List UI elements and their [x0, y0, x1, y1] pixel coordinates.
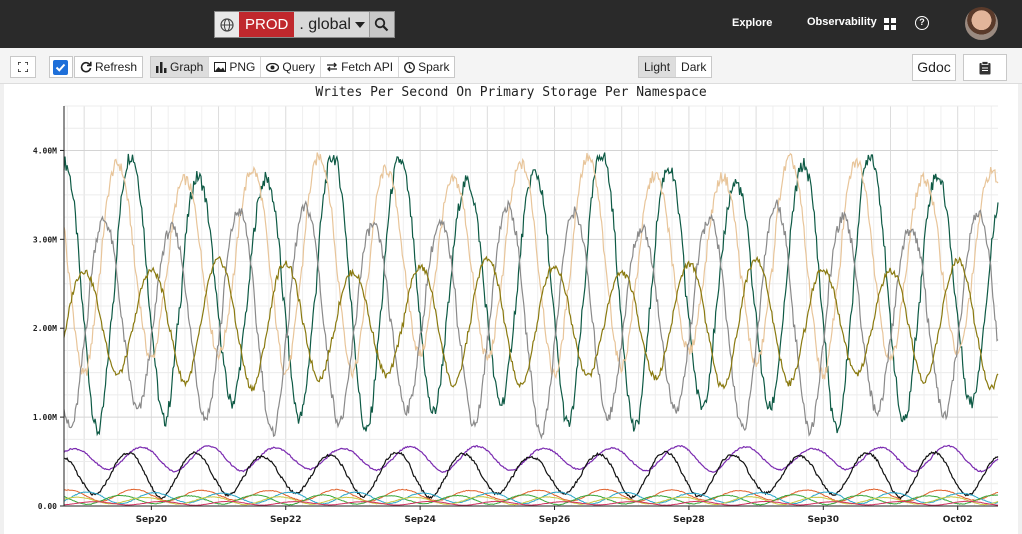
spark-button[interactable]: Spark: [399, 57, 454, 77]
x-tick-label: Sep26: [539, 515, 571, 525]
png-label: PNG: [229, 60, 256, 74]
view-mode-group: Graph PNG Query Fetch API Spark: [150, 56, 456, 78]
gdoc-button[interactable]: Gdoc: [912, 54, 956, 81]
fetch-api-button[interactable]: Fetch API: [321, 57, 400, 77]
fetch-api-label: Fetch API: [341, 60, 394, 74]
series-line-7: [63, 491, 999, 505]
region-label: . global: [299, 15, 351, 33]
nav-observability[interactable]: Observability: [807, 16, 877, 28]
environment-badge[interactable]: PROD: [239, 12, 295, 37]
y-tick-label: 1.00M: [33, 413, 57, 422]
search-icon: [375, 17, 389, 32]
series-line-5: [63, 450, 999, 501]
series-line-1: [63, 152, 999, 380]
dark-theme-button[interactable]: Dark: [681, 60, 707, 74]
series-line-0: [63, 152, 999, 437]
x-tick-label: Sep24: [404, 515, 436, 525]
series-line-2: [63, 199, 999, 440]
help-icon[interactable]: ?: [915, 16, 929, 30]
line-chart[interactable]: 0.00 1.00M 2.00M 3.00M 4.00M Sep20 Sep22 Sep24 S…: [0, 84, 1022, 534]
series-line-6: [63, 488, 999, 503]
light-theme-button[interactable]: Light: [639, 57, 677, 77]
nav-explore[interactable]: Explore: [732, 17, 773, 29]
exchange-icon: [327, 62, 338, 72]
x-tick-label: Sep20: [136, 515, 168, 525]
chart-series: [63, 152, 999, 506]
x-tick-label: Sep30: [808, 515, 840, 525]
chart-title: Writes Per Second On Primary Storage Per…: [315, 85, 707, 100]
graph-toolbar: Refresh Graph PNG Query Fetch API Spark …: [0, 48, 1022, 84]
clock-icon: [404, 61, 416, 73]
fullscreen-button[interactable]: [10, 56, 36, 78]
clipboard-button[interactable]: [963, 54, 1007, 81]
checkmark-icon: [55, 63, 66, 72]
refresh-label: Refresh: [95, 60, 138, 74]
environment-picker[interactable]: PROD . global: [214, 11, 395, 38]
chevron-down-icon: [354, 21, 365, 28]
search-button[interactable]: [368, 12, 394, 37]
x-tick-label: Oct02: [943, 515, 973, 525]
fullscreen-icon: [18, 62, 28, 72]
png-button[interactable]: PNG: [209, 57, 262, 77]
x-tick-label: Sep22: [270, 515, 302, 525]
chart-axes: 0.00 1.00M 2.00M 3.00M 4.00M Sep20 Sep22 Sep24 S…: [33, 106, 998, 525]
image-icon: [214, 62, 227, 72]
grid-icon[interactable]: [884, 18, 896, 30]
series-line-9: [63, 495, 999, 506]
series-line-3: [63, 255, 999, 392]
x-tick-label: Sep28: [673, 515, 705, 525]
bar-chart-icon: [156, 61, 167, 73]
globe-icon: [215, 12, 239, 37]
query-button[interactable]: Query: [261, 57, 322, 77]
y-tick-label: 2.00M: [33, 324, 57, 333]
chart-grid: [64, 105, 998, 507]
theme-toggle-group: Light Dark: [638, 56, 713, 78]
graph-label: Graph: [170, 60, 204, 74]
series-line-8: [64, 494, 999, 506]
refresh-button[interactable]: Refresh: [74, 56, 144, 78]
region-selector[interactable]: . global: [294, 12, 369, 37]
y-tick-label: 0.00: [38, 502, 57, 511]
clipboard-icon: [979, 60, 991, 74]
eye-icon: [266, 62, 280, 72]
chart-panel: [4, 84, 1018, 534]
series-line-10: [63, 500, 999, 506]
top-navigation-bar: PROD . global Explore Observability ?: [0, 0, 1022, 48]
refresh-icon: [80, 61, 92, 73]
refresh-checkbox[interactable]: [53, 60, 68, 75]
y-tick-label: 4.00M: [33, 146, 57, 155]
query-label: Query: [282, 60, 316, 74]
graph-button[interactable]: Graph: [151, 57, 210, 77]
avatar[interactable]: [965, 7, 998, 40]
series-line-4: [63, 444, 999, 473]
spark-label: Spark: [418, 60, 450, 74]
y-tick-label: 3.00M: [33, 235, 57, 244]
